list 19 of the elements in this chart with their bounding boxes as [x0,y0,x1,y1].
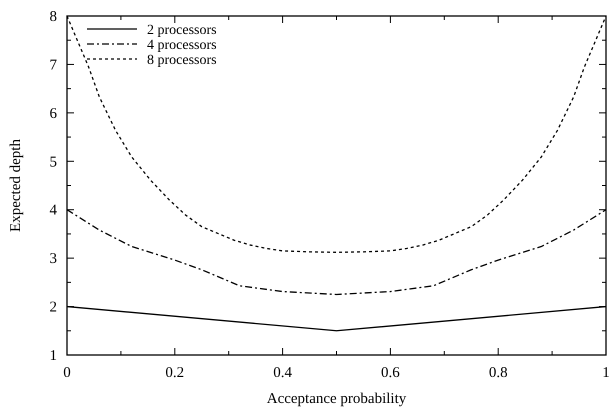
y-tick-label: 4 [50,202,58,219]
y-tick-label: 7 [50,57,58,74]
y-tick-label: 6 [50,106,58,122]
y-tick-label: 8 [50,9,57,25]
y-tick-label: 3 [50,251,57,268]
x-tick-label: 0.4 [273,365,292,381]
x-tick-label: 0.2 [165,365,184,381]
x-tick-label: 0.6 [381,365,400,381]
y-tick-label: 2 [50,300,57,316]
x-axis-title: Acceptance probability [266,391,407,407]
y-axis-title: Expected depth [8,138,24,232]
legend-label: 4 processors [147,38,217,53]
x-tick-label: 0.8 [488,365,508,381]
legend-label: 2 processors [147,23,217,38]
x-tick-label: 0 [63,365,71,381]
y-tick-label: 1 [50,348,57,364]
x-tick-label: 1 [602,365,610,381]
y-tick-label: 5 [50,154,57,170]
legend-label: 8 processors [147,53,217,68]
